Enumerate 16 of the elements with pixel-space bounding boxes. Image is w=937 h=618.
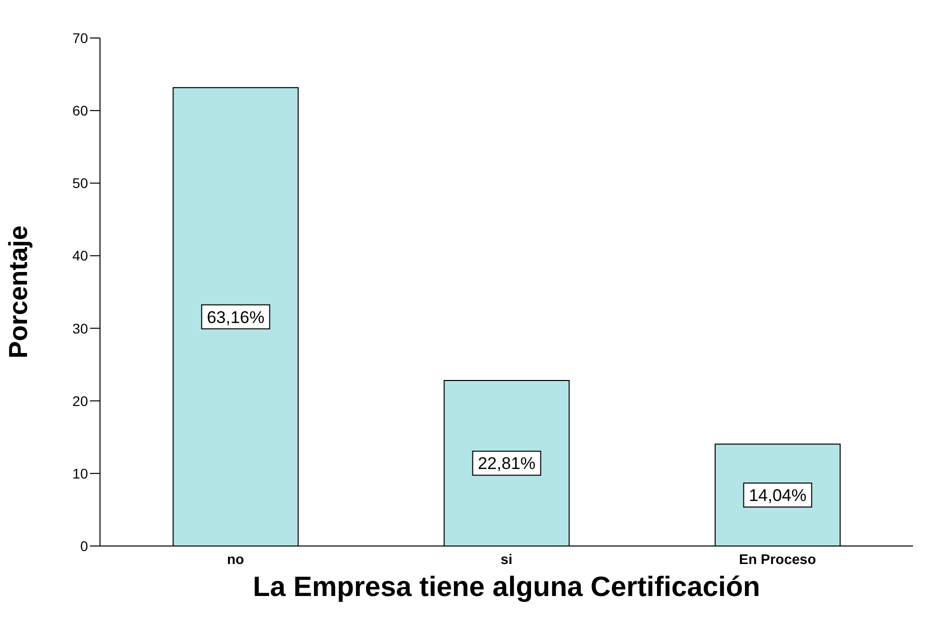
y-tick-label: 50 bbox=[72, 175, 88, 192]
x-tick-label: si bbox=[500, 550, 512, 567]
data-label: 63,16% bbox=[206, 308, 265, 327]
y-tick-label: 0 bbox=[80, 538, 88, 554]
y-tick-label: 70 bbox=[72, 30, 88, 46]
data-label: 22,81% bbox=[478, 454, 536, 474]
x-tick-label: En Proceso bbox=[738, 550, 816, 567]
y-tick-label: 60 bbox=[72, 102, 88, 119]
y-tick-label: 40 bbox=[72, 248, 88, 264]
y-tick-label: 20 bbox=[72, 392, 88, 409]
x-tick-label: no bbox=[226, 550, 244, 567]
y-axis-title: Porcentaje bbox=[3, 226, 34, 358]
y-tick-label: 30 bbox=[72, 320, 88, 336]
y-tick-label: 10 bbox=[72, 465, 88, 482]
data-label: 14,04% bbox=[748, 486, 807, 506]
x-axis-title: La Empresa tiene alguna Certificación bbox=[252, 571, 760, 602]
